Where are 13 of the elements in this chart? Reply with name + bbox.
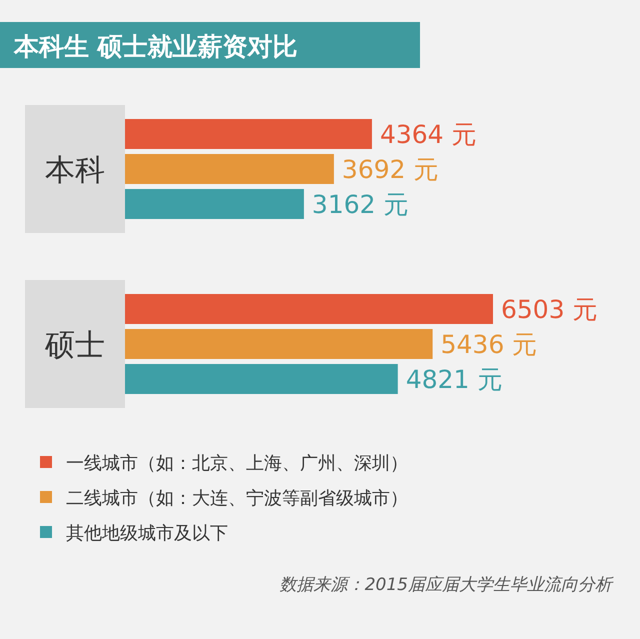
data-label: 3692 元 (342, 155, 439, 184)
data-label: 5436 元 (440, 330, 538, 359)
data-label: 4821 元 (406, 365, 502, 394)
y-tick-label: 本科 (45, 153, 105, 188)
legend-label: 其他地级城市及以下 (66, 523, 228, 544)
chart-title: 本科生 硕士就业薪资对比 (13, 32, 298, 61)
y-tick-label: 硕士 (44, 328, 105, 363)
data-label: 4364 元 (380, 120, 477, 149)
source-note: 数据来源：2015届应届大学生毕业流向分析 (280, 575, 614, 595)
legend-label: 二线城市（如：大连、宁波等副省级城市） (66, 488, 408, 509)
data-label: 3162 元 (312, 190, 409, 219)
legend-label: 一线城市（如：北京、上海、广州、深圳） (66, 453, 408, 474)
data-label: 6503 元 (501, 295, 598, 324)
